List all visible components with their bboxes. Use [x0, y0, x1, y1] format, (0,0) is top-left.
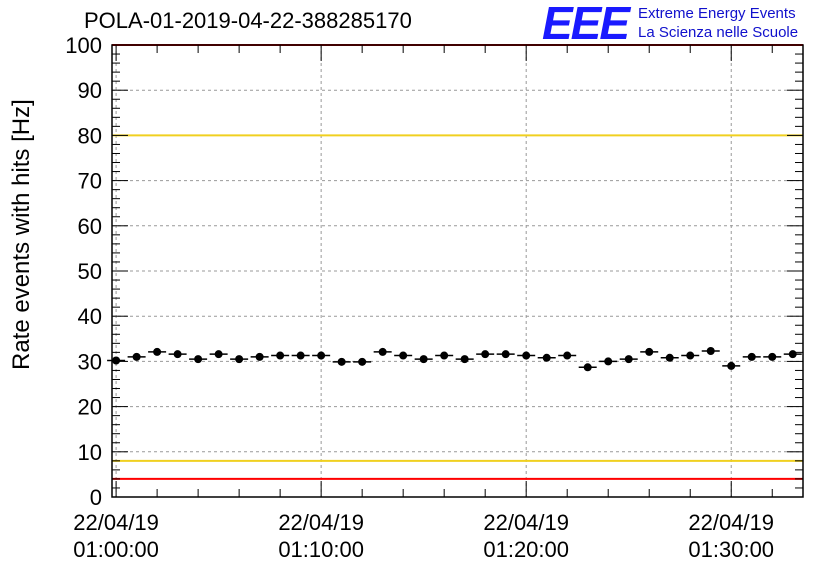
data-point [353, 357, 372, 366]
point-marker [747, 352, 756, 361]
logo-line-1: Extreme Energy Events [638, 5, 796, 22]
data-point [332, 357, 351, 366]
x-tick-label-date: 22/04/19 [688, 510, 774, 535]
data-point [701, 347, 720, 356]
point-marker [173, 350, 182, 359]
point-marker [337, 357, 346, 366]
point-marker [624, 355, 633, 364]
axis-ticks [112, 44, 803, 498]
data-point [435, 351, 454, 360]
reference-lines [112, 44, 803, 480]
point-marker [481, 350, 490, 359]
point-marker [378, 347, 387, 356]
data-point [640, 347, 659, 356]
y-tick-label: 70 [78, 169, 102, 194]
point-marker [460, 355, 469, 364]
point-marker [399, 351, 408, 360]
chart-title: POLA-01-2019-04-22-388285170 [84, 8, 412, 33]
point-marker [235, 355, 244, 364]
data-point [312, 351, 331, 360]
x-tick-label-date: 22/04/19 [483, 510, 569, 535]
data-point [414, 355, 433, 364]
point-marker [604, 357, 613, 366]
x-tick-label-time: 01:30:00 [688, 537, 774, 562]
point-marker [583, 363, 592, 372]
point-marker [686, 351, 695, 360]
y-tick-label: 30 [78, 349, 102, 374]
point-marker [788, 350, 797, 359]
tick-labels: 010203040506070809010022/04/1901:00:0022… [65, 33, 774, 562]
grid-lines [112, 45, 803, 497]
data-point [127, 352, 146, 361]
data-point [783, 350, 802, 359]
point-marker [501, 350, 510, 359]
data-point [496, 350, 515, 359]
point-marker [563, 351, 572, 360]
point-marker [706, 347, 715, 356]
point-marker [768, 352, 777, 361]
y-tick-label: 50 [78, 259, 102, 284]
y-tick-label: 0 [90, 485, 102, 510]
y-tick-label: 100 [65, 33, 102, 58]
point-marker [727, 361, 736, 370]
point-marker [214, 350, 223, 359]
point-marker [419, 355, 428, 364]
data-point [681, 351, 700, 360]
data-point [291, 351, 310, 360]
point-marker [153, 347, 162, 356]
data-point [189, 355, 208, 364]
data-point [660, 353, 679, 362]
x-tick-label-time: 01:00:00 [73, 537, 159, 562]
data-point [558, 351, 577, 360]
point-marker [112, 356, 121, 365]
data-point [537, 353, 556, 362]
y-tick-label: 20 [78, 395, 102, 420]
data-point [168, 350, 187, 359]
data-point [455, 355, 474, 364]
x-tick-label-date: 22/04/19 [278, 510, 364, 535]
eee-logo: EEE [542, 0, 630, 49]
point-marker [317, 351, 326, 360]
data-point [742, 352, 761, 361]
y-tick-label: 60 [78, 214, 102, 239]
point-marker [522, 351, 531, 360]
data-point [230, 355, 249, 364]
data-point [394, 351, 413, 360]
point-marker [194, 355, 203, 364]
data-point [107, 356, 126, 365]
data-point [373, 347, 392, 356]
data-point [476, 350, 495, 359]
data-point [578, 363, 597, 372]
y-tick-label: 90 [78, 78, 102, 103]
point-marker [296, 351, 305, 360]
point-marker [665, 353, 674, 362]
point-marker [276, 351, 285, 360]
point-marker [255, 352, 264, 361]
data-point [148, 347, 167, 356]
data-point [250, 352, 269, 361]
x-tick-label-time: 01:10:00 [278, 537, 364, 562]
data-point [763, 352, 782, 361]
data-point [271, 351, 290, 360]
point-marker [440, 351, 449, 360]
data-point [619, 355, 638, 364]
x-tick-label-time: 01:20:00 [483, 537, 569, 562]
point-marker [542, 353, 551, 362]
data-point [722, 361, 741, 370]
x-tick-label-date: 22/04/19 [73, 510, 159, 535]
data-point [599, 357, 618, 366]
y-tick-label: 40 [78, 304, 102, 329]
y-tick-label: 80 [78, 123, 102, 148]
data-points [107, 347, 802, 372]
data-point [209, 350, 228, 359]
data-point [517, 351, 536, 360]
logo-subtitle: Extreme Energy Events La Scienza nelle S… [638, 4, 798, 42]
logo-line-2: La Scienza nelle Scuole [638, 24, 799, 41]
point-marker [645, 347, 654, 356]
point-marker [358, 357, 367, 366]
point-marker [132, 352, 141, 361]
y-tick-label: 10 [78, 440, 102, 465]
